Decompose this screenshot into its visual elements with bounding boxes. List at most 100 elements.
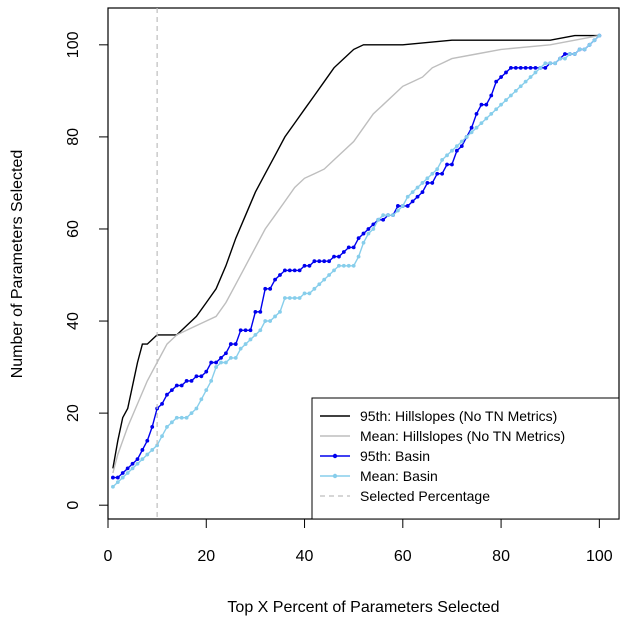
x-tick-label: 40: [296, 548, 314, 565]
series-line-2: [112, 35, 600, 479]
series-point-2: [445, 162, 449, 167]
series-point-3: [135, 461, 140, 466]
y-tick-label: 0: [65, 501, 82, 510]
series-point-3: [125, 471, 130, 475]
series-point-3: [587, 42, 592, 47]
series-point-3: [115, 480, 120, 485]
series-point-2: [327, 259, 332, 264]
series-point-2: [415, 194, 420, 199]
series-point-2: [179, 383, 184, 388]
series-line-3: [112, 35, 600, 488]
series-point-2: [361, 231, 366, 236]
series-point-2: [317, 259, 322, 264]
series-point-2: [253, 309, 258, 314]
series-point-2: [450, 162, 454, 167]
series-point-2: [459, 144, 464, 149]
series-point-3: [302, 291, 307, 296]
series-point-2: [140, 448, 145, 452]
series-point-2: [111, 475, 115, 480]
series-point-3: [479, 121, 484, 125]
series-point-3: [366, 231, 371, 236]
series-point-2: [563, 52, 567, 56]
series-point-2: [174, 383, 179, 388]
series-point-2: [184, 378, 189, 383]
series-point-2: [430, 181, 435, 185]
series-point-3: [263, 319, 268, 323]
series-point-3: [248, 337, 253, 342]
series-point-3: [395, 208, 400, 213]
series-point-2: [533, 65, 538, 70]
series-point-3: [169, 420, 174, 425]
series-point-3: [405, 194, 410, 199]
series-point-2: [332, 254, 336, 259]
series-point-3: [111, 484, 115, 489]
series-point-2: [209, 360, 214, 365]
series-point-2: [204, 369, 209, 374]
legend-label: Mean: Basin: [360, 468, 438, 484]
series-point-2: [474, 111, 479, 116]
series-point-3: [327, 273, 332, 277]
series-point-3: [145, 452, 150, 457]
series-point-3: [513, 88, 518, 93]
series-point-3: [523, 79, 528, 84]
series-point-2: [322, 259, 327, 264]
series-point-2: [219, 355, 223, 360]
series-point-2: [484, 102, 489, 107]
series-point-3: [391, 213, 395, 218]
series-point-2: [337, 254, 341, 259]
series-point-3: [322, 277, 327, 282]
series-point-3: [567, 52, 572, 56]
series-point-2: [228, 342, 233, 346]
series-point-3: [499, 102, 503, 107]
series-point-3: [577, 47, 582, 52]
series-point-2: [273, 277, 277, 282]
series-point-3: [179, 415, 184, 420]
series-point-3: [130, 466, 135, 471]
series-point-2: [189, 378, 194, 383]
series-point-2: [199, 374, 204, 379]
series-point-2: [395, 204, 400, 208]
series-point-3: [356, 254, 361, 259]
series-point-3: [386, 213, 390, 218]
y-tick-label: 40: [65, 312, 82, 330]
series-point-3: [204, 388, 209, 392]
series-point-3: [361, 240, 366, 245]
series-point-3: [174, 415, 179, 420]
y-tick-label: 80: [65, 128, 82, 146]
series-point-2: [120, 471, 125, 475]
series-point-2: [115, 475, 120, 480]
series-point-3: [219, 360, 223, 365]
series-point-3: [494, 107, 499, 112]
series-point-3: [287, 296, 292, 300]
series-point-2: [145, 438, 150, 443]
series-point-2: [263, 286, 268, 291]
series-point-3: [268, 319, 273, 323]
series-point-2: [312, 259, 317, 264]
series-point-3: [563, 56, 567, 61]
legend-label: Selected Percentage: [360, 488, 490, 504]
series-point-3: [553, 61, 558, 66]
series-point-2: [425, 181, 430, 185]
series-point-2: [302, 263, 307, 268]
series-point-2: [135, 457, 140, 462]
series-point-2: [297, 268, 302, 273]
series-point-3: [420, 181, 425, 185]
series-point-3: [440, 158, 445, 162]
series-point-3: [504, 98, 508, 102]
legend-label: 95th: Basin: [360, 448, 430, 464]
series-point-2: [165, 392, 169, 397]
series-point-3: [209, 378, 214, 383]
series-point-2: [307, 263, 312, 268]
series-point-3: [415, 185, 420, 190]
series-point-3: [469, 130, 474, 135]
series-point-3: [189, 411, 194, 416]
series-point-2: [278, 273, 282, 277]
series-point-3: [528, 75, 533, 79]
series-point-2: [292, 268, 297, 273]
series-point-2: [528, 65, 533, 70]
series-point-3: [184, 415, 189, 420]
series-point-3: [282, 296, 287, 300]
y-tick-label: 60: [65, 220, 82, 238]
series-point-3: [597, 33, 602, 38]
